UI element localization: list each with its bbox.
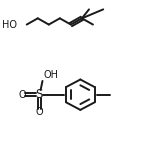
Text: O: O	[18, 90, 26, 100]
Text: OH: OH	[43, 69, 58, 80]
Text: HO: HO	[2, 20, 17, 29]
Text: O: O	[36, 107, 43, 117]
Text: S: S	[36, 88, 43, 101]
